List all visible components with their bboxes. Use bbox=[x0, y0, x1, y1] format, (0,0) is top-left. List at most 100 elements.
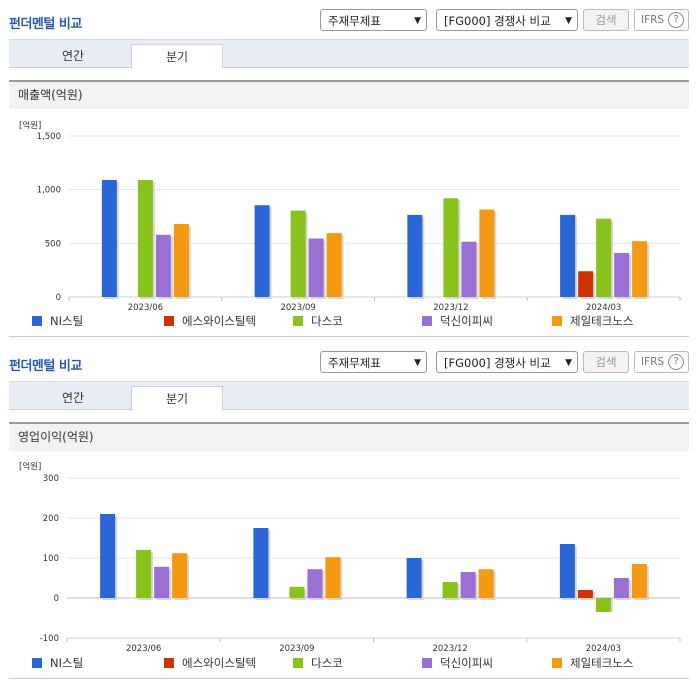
period-tabs: 연간 분기 bbox=[9, 39, 689, 69]
operating-profit-chart: -100 0 100 200 300 2023/06 2023/09 2023/12 2024/… bbox=[40, 474, 681, 654]
legend-label: 제일테크노스 bbox=[570, 656, 634, 670]
period-tabs: 연간 분기 bbox=[9, 381, 689, 411]
bar bbox=[460, 572, 476, 598]
bar bbox=[407, 214, 423, 297]
legend-item-sy-steeltech[interactable]: 에스와이스틸텍 bbox=[164, 313, 256, 329]
legend-item-dasco[interactable]: 다스코 bbox=[293, 655, 343, 671]
x-tick-label: 2023/09 bbox=[279, 644, 314, 654]
legend-label: 덕신이피씨 bbox=[440, 314, 493, 328]
bar bbox=[308, 238, 324, 297]
chart-title: 영업이익(억원) bbox=[9, 422, 689, 451]
bar bbox=[479, 209, 495, 297]
bar bbox=[325, 557, 341, 598]
x-tick-label: 2023/09 bbox=[280, 303, 315, 313]
ifrs-label: IFRS bbox=[641, 356, 665, 368]
y-tick-label: 1,000 bbox=[37, 186, 61, 196]
legend-item-sy-steeltech[interactable]: 에스와이스틸텍 bbox=[164, 655, 256, 671]
legend-item-ni-steel[interactable]: NI스틸 bbox=[32, 655, 83, 671]
chevron-down-icon: ▼ bbox=[565, 358, 572, 368]
help-icon[interactable]: ? bbox=[668, 12, 685, 28]
statement-select-value: 주재무제표 bbox=[328, 14, 381, 28]
legend-item-jeil-technos[interactable]: 제일테크노스 bbox=[552, 313, 633, 329]
help-icon[interactable]: ? bbox=[668, 354, 685, 370]
chart-title: 매출액(억원) bbox=[9, 80, 689, 109]
legend-swatch bbox=[293, 658, 303, 668]
legend-swatch bbox=[32, 316, 42, 326]
compare-select[interactable]: [FG000] 경쟁사 비교 ▼ bbox=[436, 351, 578, 373]
legend-swatch bbox=[422, 316, 432, 326]
bar bbox=[478, 569, 494, 598]
y-tick-label: 200 bbox=[43, 514, 59, 524]
bar bbox=[631, 564, 647, 598]
panel-title: 펀더멘털 비교 bbox=[9, 359, 82, 374]
divider bbox=[9, 678, 689, 679]
y-tick-label: 500 bbox=[45, 239, 61, 249]
compare-select-value: [FG000] 경쟁사 비교 bbox=[444, 14, 551, 28]
compare-select-value: [FG000] 경쟁사 비교 bbox=[444, 356, 551, 370]
panel-title: 펀더멘털 비교 bbox=[9, 17, 82, 32]
bar bbox=[559, 544, 575, 598]
statement-select-value: 주재무제표 bbox=[328, 356, 381, 370]
search-button[interactable]: 검색 bbox=[583, 351, 629, 373]
legend-swatch bbox=[552, 658, 562, 668]
x-tick-label: 2024/03 bbox=[586, 644, 621, 654]
legend-item-duksin-epc[interactable]: 덕신이피씨 bbox=[422, 313, 493, 329]
legend-item-ni-steel[interactable]: NI스틸 bbox=[32, 313, 83, 329]
bar bbox=[596, 218, 612, 297]
bar bbox=[577, 590, 593, 598]
bar bbox=[578, 271, 594, 297]
y-unit-label: [억원] bbox=[19, 121, 42, 131]
ifrs-button[interactable]: IFRS? bbox=[634, 351, 689, 373]
bar bbox=[632, 241, 648, 297]
chevron-down-icon: ▼ bbox=[414, 16, 421, 26]
y-tick-label: 0 bbox=[56, 293, 61, 303]
ifrs-button[interactable]: IFRS? bbox=[634, 9, 689, 31]
legend-label: 에스와이스틸텍 bbox=[182, 656, 257, 670]
statement-select[interactable]: 주재무제표 ▼ bbox=[320, 351, 427, 373]
legend-item-dasco[interactable]: 다스코 bbox=[293, 313, 343, 329]
legend-label: 다스코 bbox=[311, 314, 343, 328]
bar bbox=[172, 553, 188, 598]
bar bbox=[154, 566, 170, 598]
y-tick-label: -100 bbox=[40, 634, 59, 644]
x-tick-label: 2023/12 bbox=[432, 644, 467, 654]
tab-annual[interactable]: 연간 bbox=[61, 391, 85, 405]
legend-item-duksin-epc[interactable]: 덕신이피씨 bbox=[422, 655, 493, 671]
legend-label: NI스틸 bbox=[50, 314, 84, 328]
bar bbox=[613, 578, 629, 598]
bar bbox=[307, 569, 323, 598]
legend-label: 에스와이스틸텍 bbox=[182, 314, 257, 328]
bar bbox=[289, 586, 305, 598]
bar bbox=[136, 550, 152, 598]
legend-label: 덕신이피씨 bbox=[440, 656, 493, 670]
legend-swatch bbox=[32, 658, 42, 668]
bar bbox=[406, 558, 422, 598]
legend-swatch bbox=[164, 658, 174, 668]
chevron-down-icon: ▼ bbox=[414, 358, 421, 368]
statement-select[interactable]: 주재무제표 ▼ bbox=[320, 9, 427, 31]
revenue-chart: 0 500 1,000 1,500 2023/06 2023/09 2023/12 2024/… bbox=[37, 132, 681, 313]
bar bbox=[254, 205, 270, 297]
x-tick-label: 2023/12 bbox=[433, 303, 468, 313]
legend-swatch bbox=[422, 658, 432, 668]
tab-quarterly[interactable]: 분기 bbox=[131, 386, 223, 411]
y-tick-label: 1,500 bbox=[37, 132, 61, 142]
bar bbox=[326, 233, 342, 297]
bar bbox=[100, 514, 116, 598]
chevron-down-icon: ▼ bbox=[565, 16, 572, 26]
bar bbox=[137, 180, 153, 297]
legend-label: NI스틸 bbox=[50, 656, 84, 670]
tab-quarterly[interactable]: 분기 bbox=[131, 44, 223, 69]
y-tick-label: 100 bbox=[43, 554, 59, 564]
ifrs-label: IFRS bbox=[641, 14, 665, 26]
y-tick-label: 0 bbox=[54, 594, 59, 604]
bar bbox=[155, 234, 171, 297]
bar bbox=[614, 252, 630, 297]
compare-select[interactable]: [FG000] 경쟁사 비교 ▼ bbox=[436, 9, 578, 31]
search-button[interactable]: 검색 bbox=[583, 9, 629, 31]
y-tick-label: 300 bbox=[43, 474, 59, 484]
tab-annual[interactable]: 연간 bbox=[61, 49, 85, 63]
bar bbox=[290, 210, 306, 297]
legend-item-jeil-technos[interactable]: 제일테크노스 bbox=[552, 655, 633, 671]
legend-swatch bbox=[552, 316, 562, 326]
